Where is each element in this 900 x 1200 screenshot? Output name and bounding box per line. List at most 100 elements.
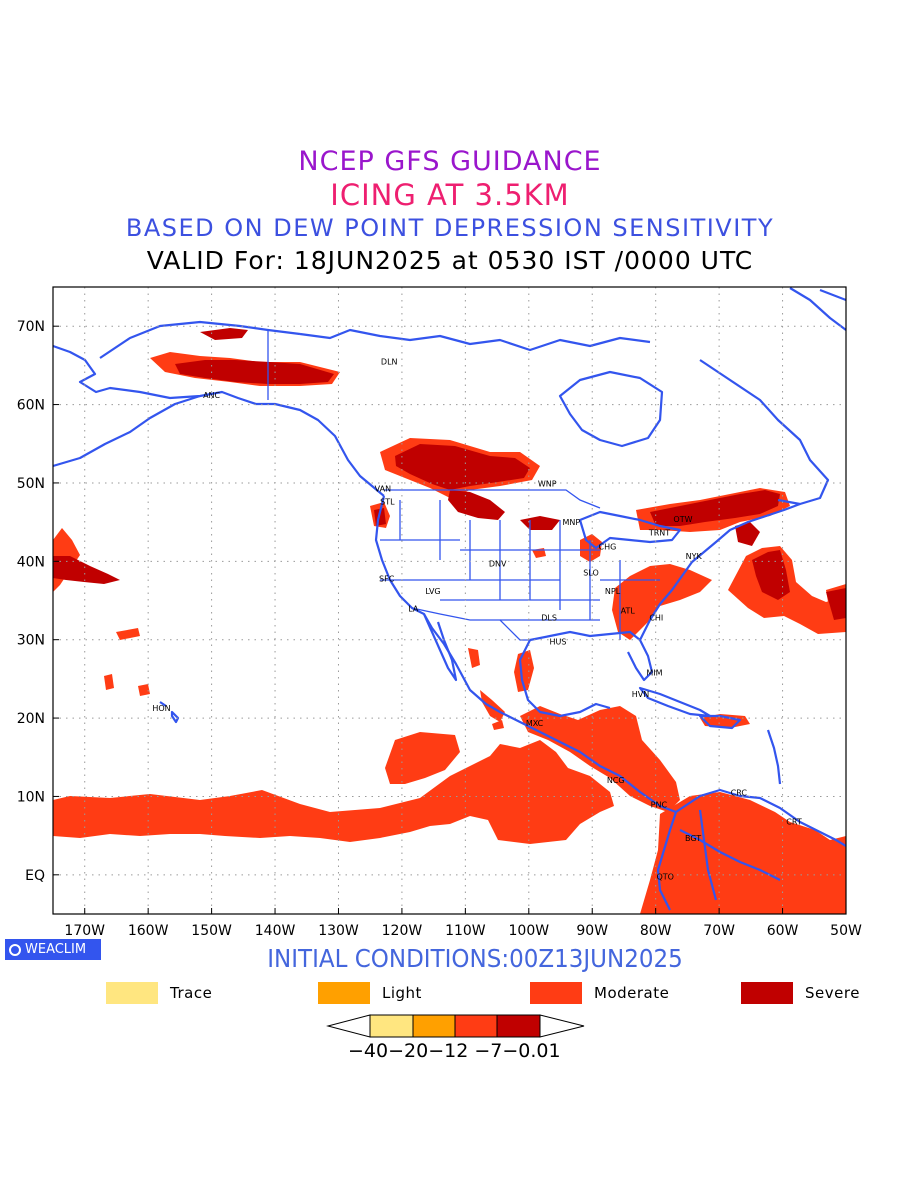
station-la: LA: [408, 604, 419, 613]
station-ncg: NCG: [607, 776, 625, 785]
colorbar-trace: [369, 1014, 414, 1038]
lon-tick-label: 140W: [255, 923, 296, 939]
lat-tick-label: 10N: [17, 789, 45, 805]
station-dnv: DNV: [489, 560, 507, 569]
station-anc: ANC: [203, 391, 220, 400]
station-slo: SLO: [583, 568, 599, 577]
globe-icon: [9, 943, 21, 956]
lon-tick-label: 50W: [830, 923, 862, 939]
canada-interior-severe: [395, 444, 530, 490]
station-wnp: WNP: [538, 480, 557, 489]
station-trnt: TRNT: [648, 528, 670, 537]
mexico-west-coast: [480, 690, 505, 722]
station-crt: CRT: [786, 818, 802, 827]
greenland-coast: [789, 287, 846, 331]
lat-tick-label: 70N: [17, 319, 45, 335]
station-pnc: PNC: [651, 800, 668, 809]
station-hvn: HVN: [632, 690, 649, 699]
colorbar-tick-labels: −40−20−12 −7−0.01: [348, 1040, 561, 1062]
station-mxc: MXC: [526, 719, 544, 728]
legend-swatch-moderate: [530, 982, 582, 1004]
south-america-region: [640, 792, 846, 914]
central-america-region: [520, 706, 680, 812]
colorbar-severe: [496, 1014, 541, 1038]
alaska-coast: [53, 344, 385, 497]
lon-tick-label: 150W: [191, 923, 232, 939]
lon-tick-label: 90W: [576, 923, 608, 939]
east-pacific-blob: [385, 732, 460, 784]
hawaii-islands: [159, 701, 180, 724]
labrador-coast: [699, 359, 830, 506]
central-pacific-spot: [116, 628, 140, 640]
initial-conditions: INITIAL CONDITIONS:00Z13JUN2025: [267, 944, 683, 973]
lon-tick-label: 60W: [767, 923, 799, 939]
lat-tick-label: EQ: [25, 868, 45, 884]
station-hon: HON: [152, 704, 170, 713]
lesser-antilles: [766, 729, 782, 785]
station-atl: ATL: [621, 607, 636, 616]
legend-light: Light: [318, 982, 422, 1004]
us-canada-border: [384, 489, 601, 509]
colorbar-moderate: [454, 1014, 498, 1038]
aleutian-chain: [53, 394, 201, 468]
hudson-bay: [558, 370, 664, 448]
station-nyk: NYK: [686, 552, 703, 561]
legend-label-severe: Severe: [805, 984, 860, 1002]
station-bgt: BGT: [685, 834, 701, 843]
station-qto: QTO: [656, 872, 673, 881]
pacific-coast-mexico-spot: [492, 720, 504, 730]
colorbar-light: [412, 1014, 456, 1038]
lon-tick-label: 120W: [382, 923, 423, 939]
itcz-pacific-band: [53, 740, 614, 844]
lat-tick-label: 40N: [17, 554, 45, 570]
alaska-severe: [175, 360, 334, 384]
south-america-coast: [656, 788, 846, 911]
legend-trace: Trace: [106, 982, 212, 1004]
station-chi: CHI: [649, 614, 663, 623]
lon-tick-label: 70W: [703, 923, 735, 939]
coastlines: [53, 287, 846, 911]
legend-severe: Severe: [741, 982, 860, 1004]
canada-arctic-coast: [299, 328, 651, 352]
legend-swatch-light: [318, 982, 370, 1004]
lon-tick-label: 110W: [445, 923, 486, 939]
gridlines: [53, 287, 846, 914]
state-lines: [380, 500, 660, 640]
station-chg: CHG: [599, 542, 617, 551]
station-npl: NPL: [605, 587, 621, 596]
lat-tick-label: 60N: [17, 398, 45, 414]
station-crc: CRC: [731, 789, 748, 798]
lon-tick-label: 170W: [64, 923, 105, 939]
gulf-coast: [529, 630, 654, 682]
colorbar-right-arrow: [539, 1014, 585, 1038]
maritimes-severe: [735, 522, 760, 546]
mexico-gulf-coast: [518, 639, 611, 718]
brand-label: WEACLIM: [25, 942, 87, 957]
colorbar-left-arrow: [326, 1014, 371, 1038]
lon-tick-label: 80W: [640, 923, 672, 939]
station-stl: STL: [380, 498, 395, 507]
legend-label-moderate: Moderate: [594, 984, 670, 1002]
station-dln: DLN: [381, 357, 398, 366]
title-line-2: ICING AT 3.5KM: [330, 178, 570, 212]
east-canada-severe: [650, 490, 780, 526]
station-dls: DLS: [541, 614, 557, 623]
legend-swatch-trace: [106, 982, 158, 1004]
hispaniola: [698, 714, 742, 730]
map-axes: 170W 160W 150W 140W 130W 120W 110W 100W 90W 80W 70…: [17, 319, 862, 939]
severe-icing-regions: [53, 328, 846, 620]
mexico-north-blob: [468, 648, 480, 668]
hawaii-spot-1: [138, 684, 150, 696]
station-sfc: SFC: [379, 575, 395, 584]
us-west-coast: [374, 495, 677, 814]
alaska-north-severe: [200, 328, 248, 340]
station-mim: MIM: [646, 669, 662, 678]
lat-tick-label: 20N: [17, 711, 45, 727]
legend-swatch-severe: [741, 982, 793, 1004]
great-lakes: [578, 510, 682, 550]
legend-label-trace: Trace: [170, 984, 213, 1002]
baja-peninsula: [422, 613, 458, 682]
colorbar: [326, 1014, 585, 1038]
lon-tick-label: 130W: [318, 923, 359, 939]
